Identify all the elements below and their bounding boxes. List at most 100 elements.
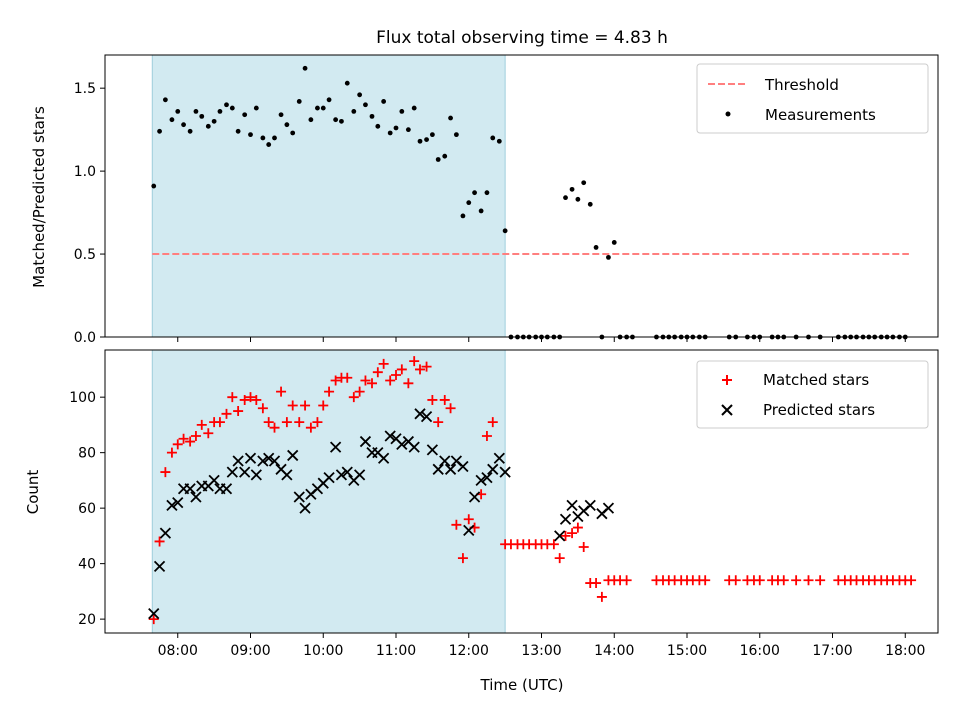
top-panel-x-ticks [177, 337, 906, 342]
predicted-star-point [396, 438, 408, 450]
matched-star-point [366, 378, 377, 389]
measurement-point [435, 157, 441, 162]
measurement-point [611, 240, 617, 245]
measurement-point [199, 113, 205, 119]
matched-star-point [185, 436, 196, 447]
measurement-point [157, 128, 162, 134]
predicted-star-point [172, 496, 184, 509]
x-tick-label: 10:00 [303, 643, 343, 659]
x-tick-label: 11:00 [376, 643, 416, 659]
measurement-point [472, 190, 477, 196]
matched-star-point [421, 361, 432, 372]
measurement-point [484, 190, 490, 196]
matched-star-point [360, 375, 371, 386]
measurement-point [248, 132, 253, 138]
measurement-point [229, 105, 235, 111]
measurement-point [448, 115, 453, 121]
predicted-star-point [378, 452, 390, 464]
measurement-point [424, 137, 429, 143]
measurement-point [460, 213, 466, 219]
matched-star-point [415, 364, 426, 375]
predicted-star-point [293, 491, 305, 503]
x-tick-label: 18:00 [885, 643, 925, 659]
y-tick-label: 1.5 [74, 81, 96, 97]
predicted-star-point [329, 441, 342, 453]
matched-star-point [348, 392, 359, 403]
predicted-star-point [226, 466, 238, 478]
predicted-star-point [335, 469, 348, 481]
matched-star-point [433, 417, 444, 428]
matched-star-point [154, 536, 165, 547]
measurement-point [351, 109, 357, 114]
predicted-star-point [208, 474, 220, 487]
predicted-star-point [323, 471, 335, 484]
predicted-star-point [148, 607, 160, 620]
measurement-point [187, 128, 193, 134]
y-tick-label: 0.0 [74, 330, 96, 346]
predicted-star-point [426, 444, 439, 456]
bottom-panel-x-axis: 08:00 09:00 10:00 11:00 12:00 13:00 14:00 15:00… [158, 633, 925, 659]
measurement-point [478, 208, 484, 214]
matched-star-point [227, 392, 238, 403]
matched-star-point [166, 447, 177, 458]
matched-star-point [457, 553, 468, 564]
predicted-star-point [239, 466, 251, 478]
matched-star-point [385, 375, 396, 386]
predicted-star-point [432, 463, 444, 475]
measurement-point [606, 254, 611, 260]
legend-measurements-label: Measurements [765, 106, 876, 124]
matched-star-point [906, 575, 917, 586]
predicted-star-point [232, 455, 244, 467]
measurement-point [393, 125, 399, 131]
x-tick-label: 12:00 [449, 643, 489, 659]
legend-matched-label: Matched stars [763, 371, 869, 389]
matched-star-point [567, 528, 578, 539]
matched-stars-points [148, 356, 917, 625]
matched-star-point [160, 467, 171, 478]
y-tick-label: 100 [69, 390, 96, 406]
matched-star-point [239, 394, 250, 405]
matched-star-point [700, 575, 711, 586]
predicted-star-point [159, 527, 172, 539]
measurement-point [151, 183, 157, 189]
predicted-star-point [481, 471, 493, 484]
matched-star-point [214, 417, 225, 428]
matched-star-point [596, 591, 607, 602]
predicted-star-point [463, 524, 475, 536]
predicted-star-point [299, 502, 311, 514]
predicted-star-point [166, 499, 178, 512]
matched-star-point [342, 372, 353, 383]
matched-star-point [754, 575, 765, 586]
predicted-stars-points [148, 408, 615, 620]
matched-star-point [245, 392, 256, 403]
matched-star-point [324, 386, 335, 397]
y-tick-label: 20 [78, 612, 96, 628]
measurement-point [181, 122, 186, 128]
measurement-point [381, 99, 387, 104]
bottom-legend-box [696, 360, 929, 429]
predicted-star-point [554, 530, 566, 542]
matched-star-point [791, 575, 802, 586]
predicted-star-point [268, 455, 281, 467]
predicted-star-point [499, 466, 511, 478]
matched-star-point [451, 519, 462, 530]
predicted-star-point [457, 460, 469, 473]
bottom-panel-frame [104, 349, 939, 634]
legend-predicted-label: Predicted stars [763, 401, 875, 419]
measurement-point [375, 123, 381, 129]
measurement-point [466, 200, 472, 206]
measurement-point [235, 128, 241, 134]
predicted-star-point [153, 560, 166, 573]
bottom-panel: 20 40 60 80 100 08:00 09:00 10:00 11:00 12:00 13:… [24, 349, 939, 694]
measurement-point [442, 153, 448, 159]
matched-star-point [233, 406, 244, 417]
matched-star-point [300, 400, 311, 411]
predicted-star-point [444, 463, 457, 475]
matched-star-point [439, 394, 450, 405]
measurement-point [405, 127, 411, 133]
matched-star-point [372, 367, 383, 378]
predicted-star-point [414, 408, 426, 420]
legend-threshold-label: Threshold [764, 76, 839, 94]
predicted-star-point [439, 455, 451, 467]
